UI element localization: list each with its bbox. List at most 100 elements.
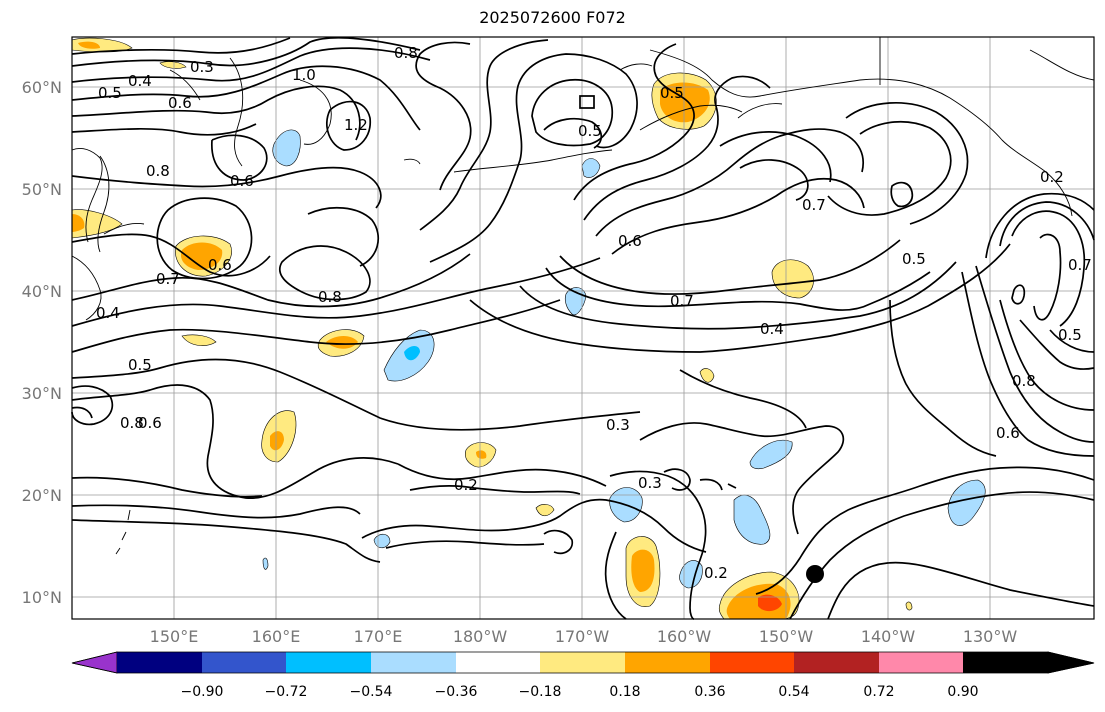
shade-positive xyxy=(660,82,710,123)
shade-positive xyxy=(699,368,715,383)
coastlines xyxy=(71,37,1095,555)
lon-label: 140°W xyxy=(861,627,916,646)
shade-positive xyxy=(159,61,187,69)
contour-label: 0.5 xyxy=(1058,326,1082,344)
contour-label: 0.4 xyxy=(128,72,152,90)
lat-label: 40°N xyxy=(22,282,62,301)
contour-label: 0.2 xyxy=(1040,168,1064,186)
shade-negative xyxy=(947,479,986,526)
contour-label: 0.5 xyxy=(128,356,152,374)
latitude-labels: 60°N 50°N 40°N 30°N 20°N 10°N xyxy=(22,78,62,607)
colorbar-tick-labels: −0.90 −0.72 −0.54 −0.36 −0.18 0.18 0.36 … xyxy=(181,684,979,700)
colorbar-tick: −0.36 xyxy=(435,684,478,700)
lon-label: 160°W xyxy=(657,627,712,646)
colorbar-tick: −0.90 xyxy=(181,684,224,700)
contour-label: 0.8 xyxy=(318,288,342,306)
lon-label: 170°W xyxy=(555,627,610,646)
lon-label: 170°E xyxy=(354,627,403,646)
colorbar-tick: 0.36 xyxy=(694,684,725,700)
lat-label: 50°N xyxy=(22,180,62,199)
contour-label: 0.7 xyxy=(802,196,826,214)
lon-label: 160°E xyxy=(252,627,301,646)
shade-positive xyxy=(631,549,655,592)
shade-negative xyxy=(272,129,301,167)
contour-label: 0.8 xyxy=(146,162,170,180)
contour-label: 0.3 xyxy=(190,58,214,76)
contour-label: 0.5 xyxy=(660,84,684,102)
colorbar-swatch xyxy=(371,652,456,673)
contour-label: 0.6 xyxy=(208,256,232,274)
shade-positive xyxy=(181,334,217,346)
contour-label: 0.2 xyxy=(454,476,478,494)
shade-positive xyxy=(771,259,814,299)
shade-negative xyxy=(581,158,601,178)
shade-positive xyxy=(270,431,284,451)
contour-label: 0.7 xyxy=(1068,256,1092,274)
contour-label: 0.6 xyxy=(230,172,254,190)
contour-label: 0.4 xyxy=(760,320,784,338)
shade-positive xyxy=(326,336,358,349)
colorbar-tick: 0.90 xyxy=(947,684,978,700)
lat-label: 20°N xyxy=(22,486,62,505)
shade-positive xyxy=(535,504,555,517)
colorbar-tick: −0.72 xyxy=(265,684,308,700)
colorbar-swatch xyxy=(710,652,794,673)
shade-positive xyxy=(758,594,782,612)
colorbar-tick: 0.54 xyxy=(778,684,809,700)
contour-label: 0.7 xyxy=(670,292,694,310)
contour-labels: 0.3 0.4 0.5 0.6 0.8 1.0 1.2 0.5 0.8 0.6 … xyxy=(96,44,1092,582)
contour-label: 0.3 xyxy=(638,474,662,492)
lon-label: 130°W xyxy=(963,627,1018,646)
contour-label: 0.8 xyxy=(120,414,144,432)
colorbar-tick: −0.18 xyxy=(519,684,562,700)
lat-label: 60°N xyxy=(22,78,62,97)
contour-lines xyxy=(71,36,1095,620)
lon-label: 150°E xyxy=(150,627,199,646)
contour-label: 1.0 xyxy=(292,66,316,84)
lat-label: 30°N xyxy=(22,384,62,403)
shade-positive xyxy=(71,37,133,53)
storm-center-dot xyxy=(806,565,824,583)
contour-label: 0.4 xyxy=(96,304,120,322)
contour-label: 0.5 xyxy=(98,84,122,102)
shade-negative xyxy=(749,440,793,470)
shade-positive xyxy=(78,41,100,49)
contour-label: 0.6 xyxy=(138,414,162,432)
colorbar-tick: 0.72 xyxy=(863,684,894,700)
shade-positive xyxy=(72,214,85,232)
lon-label: 180°W xyxy=(453,627,508,646)
colorbar-tick: 0.18 xyxy=(609,684,640,700)
contour-label: 0.8 xyxy=(1012,372,1036,390)
colorbar-swatch xyxy=(963,652,1048,673)
shade-positive xyxy=(476,450,487,459)
lon-label: 150°W xyxy=(759,627,814,646)
map-title: 2025072600 F072 xyxy=(479,8,626,27)
contour-label: 0.6 xyxy=(168,94,192,112)
colorbar-swatch xyxy=(879,652,963,673)
colorbar-swatch xyxy=(456,652,540,673)
shade-positive xyxy=(71,209,123,239)
contour-label: 0.6 xyxy=(996,424,1020,442)
contour-label: 0.7 xyxy=(156,270,180,288)
colorbar-extend-low xyxy=(71,651,118,674)
contour-label: 0.6 xyxy=(618,232,642,250)
colorbar-swatch xyxy=(286,652,371,673)
shade-negative xyxy=(373,533,391,549)
contour-label: 0.2 xyxy=(704,564,728,582)
colorbar-tick: −0.54 xyxy=(350,684,393,700)
shade-negative xyxy=(262,557,269,570)
colorbar-swatch xyxy=(625,652,710,673)
plot-area xyxy=(72,37,1094,619)
shade-negative xyxy=(733,494,771,545)
colorbar-swatch xyxy=(202,652,286,673)
contour-label: 0.5 xyxy=(578,122,602,140)
contour-label: 0.8 xyxy=(394,44,418,62)
colorbar-swatch xyxy=(794,652,879,673)
colorbar xyxy=(71,651,1095,674)
colorbar-extend-high xyxy=(1047,651,1095,674)
colorbar-swatch xyxy=(117,652,202,673)
contour-label: 0.5 xyxy=(902,250,926,268)
longitude-labels: 150°E 160°E 170°E 180°W 170°W 160°W 150°… xyxy=(150,627,1018,646)
shade-negative xyxy=(404,346,420,361)
